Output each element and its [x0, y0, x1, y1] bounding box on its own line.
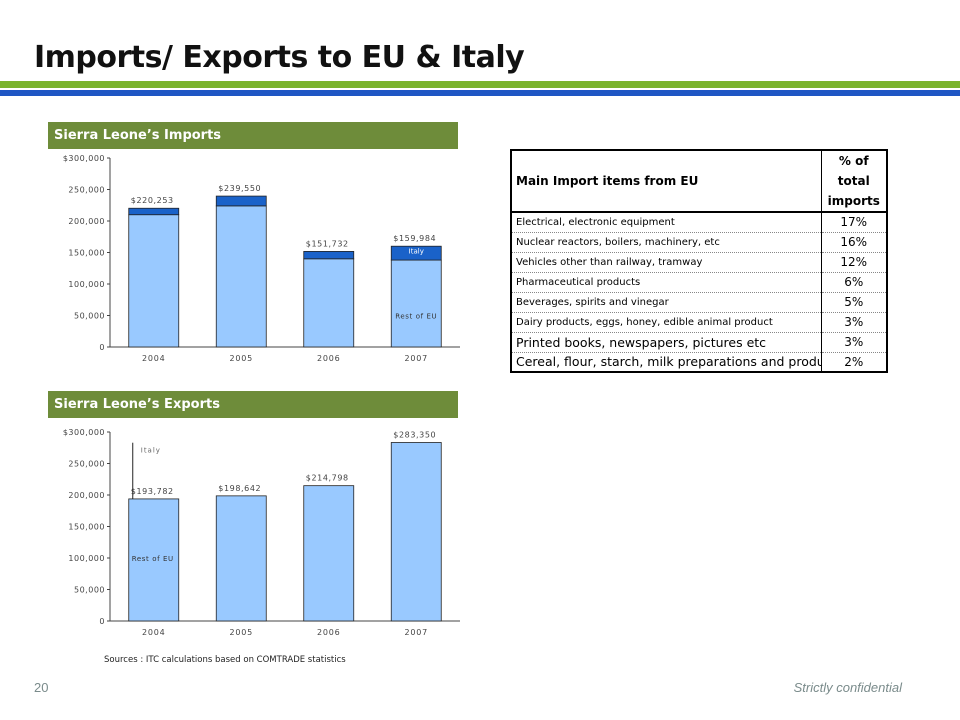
- bar-total-label: $151,732: [306, 239, 349, 248]
- y-tick-label: 50,000: [74, 312, 105, 321]
- bar-rest-of-eu: [128, 498, 180, 622]
- y-tick-label: $300,000: [63, 428, 105, 437]
- x-tick-label: 2005: [229, 354, 253, 363]
- y-tick-label: 250,000: [68, 460, 105, 469]
- table-cell-item: Cereal, flour, starch, milk preparations…: [516, 354, 821, 370]
- y-tick-label: 150,000: [68, 249, 105, 258]
- table-header-row: Main Import items from EU % of total imp…: [511, 150, 887, 213]
- y-tick-label: 200,000: [68, 491, 105, 500]
- table-row: Printed books, newspapers, pictures etc 3…: [511, 332, 887, 353]
- bar-rest-of-eu: [390, 259, 442, 348]
- bar-italy: [215, 195, 267, 207]
- bar-rest-of-eu: [215, 205, 267, 348]
- y-tick-label: 100,000: [68, 554, 105, 563]
- table-row: Nuclear reactors, boilers, machinery, et…: [511, 232, 887, 253]
- table-cell-item: Vehicles other than railway, tramway: [511, 252, 821, 273]
- green-rule: [0, 81, 960, 88]
- x-tick-label: 2006: [317, 628, 341, 637]
- table-cell-item: Electrical, electronic equipment: [511, 212, 821, 233]
- bar-total-label: $193,782: [131, 487, 174, 496]
- x-tick-label: 2007: [404, 628, 428, 637]
- x-tick-label: 2004: [142, 354, 166, 363]
- bar-total-label: $239,550: [218, 184, 261, 193]
- table-cell-item: Printed books, newspapers, pictures etc: [511, 332, 821, 353]
- imports-chart: $300,000 250,000 200,000 150,000 100,000 50,0…: [63, 154, 460, 363]
- y-tick-label: 0: [99, 343, 105, 352]
- bar-total-label: $214,798: [306, 474, 349, 483]
- table-row: Pharmaceutical products 6%: [511, 272, 887, 293]
- import-items-table: Main Import items from EU % of total imp…: [510, 149, 888, 373]
- bar-italy: [303, 251, 355, 260]
- bar-total-label: $198,642: [218, 484, 261, 493]
- annotation-italy-label: Italy: [141, 447, 161, 455]
- blue-rule: [0, 90, 960, 96]
- table-cell-item: Nuclear reactors, boilers, machinery, et…: [511, 232, 821, 253]
- bar-italy: [390, 245, 442, 261]
- page-number: 20: [34, 680, 49, 695]
- y-tick-label: 200,000: [68, 217, 105, 226]
- table-cell-pct: 12%: [820, 252, 887, 273]
- bar-rest-of-eu: [303, 258, 355, 348]
- table-row: Dairy products, eggs, honey, edible anim…: [511, 312, 887, 333]
- bar-italy: [128, 207, 180, 216]
- table-cell-pct: 17%: [820, 212, 887, 233]
- bar-total-label: $159,984: [393, 234, 436, 243]
- table-cell-pct: 2%: [820, 352, 887, 372]
- x-tick-label: 2004: [142, 628, 166, 637]
- table-cell-item: Dairy products, eggs, honey, edible anim…: [511, 312, 821, 333]
- x-tick-label: 2006: [317, 354, 341, 363]
- table-row: Cereal, flour, starch, milk preparations…: [511, 352, 887, 372]
- y-tick-label: 50,000: [74, 586, 105, 595]
- bar-rest-of-eu: [215, 495, 267, 622]
- bar-total-label: $220,253: [131, 196, 174, 205]
- legend-rest-of-eu-label: Rest of EU: [395, 313, 437, 321]
- table-row: Electrical, electronic equipment 17%: [511, 212, 887, 233]
- bar-total-label: $283,350: [393, 430, 436, 439]
- y-tick-label: 250,000: [68, 186, 105, 195]
- x-tick-label: 2007: [404, 354, 428, 363]
- table-cell-pct: 16%: [820, 232, 887, 253]
- confidentiality-note: Strictly confidential: [793, 680, 902, 695]
- sources-note: Sources : ITC calculations based on COMT…: [104, 655, 346, 665]
- page-title: Imports/ Exports to EU & Italy: [34, 40, 525, 75]
- table-cell-pct: 3%: [820, 312, 887, 333]
- table-cell-pct: 6%: [820, 272, 887, 293]
- bar-rest-of-eu: [390, 442, 442, 622]
- y-tick-label: 150,000: [68, 523, 105, 532]
- y-tick-label: $300,000: [63, 154, 105, 163]
- table-cell-pct: 5%: [820, 292, 887, 313]
- legend-italy-label: Italy: [409, 248, 424, 256]
- y-tick-label: 0: [99, 617, 105, 626]
- bar-rest-of-eu: [128, 214, 180, 348]
- table-cell-item: Beverages, spirits and vinegar: [511, 292, 821, 313]
- table-header-pct: % of total imports: [820, 150, 887, 213]
- imports-header: Sierra Leone’s Imports: [48, 122, 458, 149]
- exports-chart: $300,000 250,000 200,000 150,000 100,000 50,0…: [63, 428, 460, 637]
- table-cell-pct: 3%: [820, 332, 887, 353]
- table-header-item: Main Import items from EU: [511, 150, 821, 213]
- table-cell-item: Pharmaceutical products: [511, 272, 821, 293]
- bar-rest-of-eu: [303, 485, 355, 622]
- y-tick-label: 100,000: [68, 280, 105, 289]
- table-row: Vehicles other than railway, tramway 12%: [511, 252, 887, 273]
- exports-header: Sierra Leone’s Exports: [48, 391, 458, 418]
- legend-rest-of-eu-label: Rest of EU: [132, 555, 174, 563]
- table-row: Beverages, spirits and vinegar 5%: [511, 292, 887, 313]
- x-tick-label: 2005: [229, 628, 253, 637]
